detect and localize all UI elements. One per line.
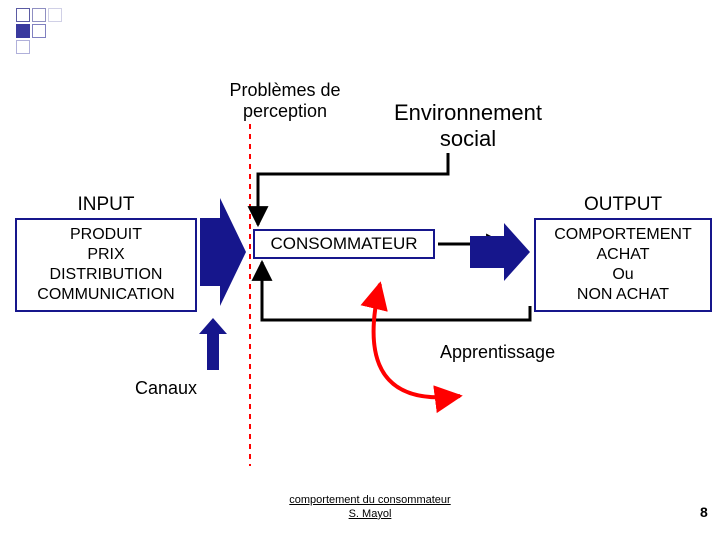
- slide-footer: comportement du consommateur S. Mayol: [270, 494, 470, 522]
- output-feedback-line: [262, 262, 530, 320]
- label-environnement-line2: social: [440, 126, 496, 151]
- apprentissage-curve: [374, 284, 460, 397]
- deco-square: [32, 8, 46, 22]
- output-line-3: Ou: [542, 265, 704, 285]
- output-heading: OUTPUT: [534, 194, 712, 216]
- label-environnement: Environnement social: [378, 100, 558, 152]
- label-apprentissage-text: Apprentissage: [440, 342, 555, 362]
- input-line-2: PRIX: [23, 245, 189, 265]
- deco-square: [32, 24, 46, 38]
- input-line-4: COMMUNICATION: [23, 285, 189, 305]
- page-number-text: 8: [700, 504, 708, 520]
- label-problemes-line1: Problèmes de: [229, 80, 340, 100]
- deco-square: [16, 40, 30, 54]
- input-line-1: PRODUIT: [23, 225, 189, 245]
- label-problemes-line2: perception: [243, 101, 327, 121]
- page-number: 8: [700, 504, 708, 520]
- label-apprentissage: Apprentissage: [440, 342, 555, 363]
- output-heading-text: OUTPUT: [584, 194, 662, 215]
- input-heading-text: INPUT: [78, 194, 135, 215]
- deco-square: [16, 24, 30, 38]
- input-block-arrow: [200, 198, 246, 306]
- consommateur-box: CONSOMMATEUR: [253, 229, 435, 259]
- deco-square: [16, 8, 30, 22]
- env-to-consumer-line: [258, 153, 448, 225]
- label-environnement-line1: Environnement: [394, 100, 542, 125]
- output-line-1: COMPORTEMENT: [542, 225, 704, 245]
- footer-line2: S. Mayol: [349, 508, 392, 520]
- consommateur-text: CONSOMMATEUR: [270, 233, 417, 254]
- label-canaux-text: Canaux: [135, 378, 197, 398]
- deco-square: [48, 8, 62, 22]
- output-line-2: ACHAT: [542, 245, 704, 265]
- output-box: COMPORTEMENT ACHAT Ou NON ACHAT: [534, 218, 712, 312]
- output-block-arrow: [470, 223, 530, 281]
- footer-line1: comportement du consommateur: [289, 494, 450, 506]
- output-line-4: NON ACHAT: [542, 285, 704, 305]
- label-canaux: Canaux: [135, 378, 197, 399]
- canaux-block-arrow: [199, 318, 227, 370]
- input-line-3: DISTRIBUTION: [23, 265, 189, 285]
- input-box: PRODUIT PRIX DISTRIBUTION COMMUNICATION: [15, 218, 197, 312]
- input-heading: INPUT: [15, 194, 197, 216]
- label-problemes: Problèmes de perception: [205, 80, 365, 122]
